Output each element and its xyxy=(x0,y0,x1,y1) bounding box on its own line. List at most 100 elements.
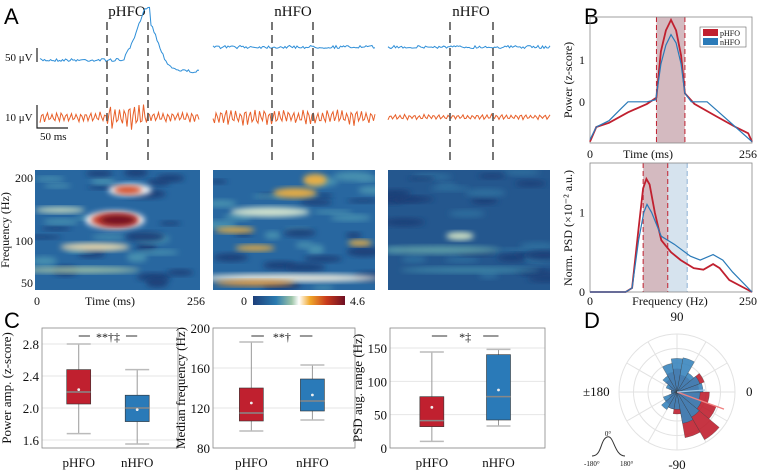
spectrogram-power-blob xyxy=(100,215,136,225)
spectrogram-power-blob xyxy=(235,245,275,251)
spectrogram-texture xyxy=(126,252,148,262)
spec-ytick: 100 xyxy=(15,234,33,248)
spectrogram-power-blob xyxy=(213,274,375,282)
rose-bin-nhfo xyxy=(676,391,700,418)
category-label: nHFO xyxy=(296,455,329,470)
spectrogram-texture xyxy=(85,170,113,177)
mean-marker xyxy=(135,408,139,411)
ytick-label: 2.4 xyxy=(23,369,40,384)
spectrogram-texture xyxy=(35,176,65,182)
spectrogram-texture xyxy=(213,253,249,262)
spectrogram-power-blob xyxy=(215,280,295,286)
box-pHFO xyxy=(419,396,445,427)
ytick-label: 80 xyxy=(197,441,210,456)
raw-trace xyxy=(387,44,551,50)
ytick-label: 100 xyxy=(368,374,388,389)
box-nHFO xyxy=(486,354,511,421)
spec-ylabel: Frequency (Hz) xyxy=(0,192,12,268)
colorbar-min: 0 xyxy=(241,294,247,308)
significance-label: *‡ xyxy=(459,330,471,344)
spectrogram-texture xyxy=(346,246,375,257)
y-axis-label: PSD aug. range (Hz) xyxy=(350,334,365,442)
panel-label-c: C xyxy=(4,308,20,333)
spectrogram-texture xyxy=(35,256,58,266)
rose-bin-nhfo xyxy=(662,375,678,393)
spec-ytick: 50 xyxy=(21,276,33,290)
ytick-label: 0 xyxy=(381,441,388,456)
ytick-label: 1 xyxy=(579,53,585,67)
spectrogram-texture xyxy=(478,173,506,179)
spectrogram-texture xyxy=(503,170,540,176)
spectrogram-texture xyxy=(515,180,547,187)
series-line-pHFO xyxy=(589,17,753,143)
column-title-1: pHFO xyxy=(108,4,146,20)
spectrogram-texture xyxy=(43,218,79,225)
scale-bars xyxy=(36,48,68,129)
spectrogram-texture xyxy=(519,242,550,251)
mean-marker xyxy=(430,405,434,409)
spectrogram-texture xyxy=(43,183,72,188)
scale-time-label: 50 ms xyxy=(40,131,67,143)
spec-xtick-0: 0 xyxy=(34,294,40,308)
category-label: pHFO xyxy=(235,455,268,470)
spectrogram xyxy=(388,170,550,290)
x-axis-label: Frequency (Hz) xyxy=(632,294,708,308)
spectrogram-texture xyxy=(312,285,335,290)
filtered-trace xyxy=(212,109,376,126)
spectrogram-texture xyxy=(166,269,194,276)
scale-top-label: 50 μV xyxy=(5,52,33,64)
ytick-label: 1 xyxy=(579,205,585,219)
spec-xlabel: Time (ms) xyxy=(85,294,135,308)
panel-label-d: D xyxy=(584,308,600,333)
spectrogram-texture xyxy=(527,275,550,283)
panel-label-b: B xyxy=(584,4,599,29)
spectrogram-texture xyxy=(346,198,375,203)
spectrogram-texture xyxy=(213,179,228,184)
spectrogram-power-blob xyxy=(303,174,327,186)
panel-c: 1.6 2.0 2.4 2.8 pHFO nHFO **†‡ Power amp. (z-sc… xyxy=(0,321,546,470)
rose-bin-nhfo xyxy=(671,389,678,393)
inset-label: 180° xyxy=(620,460,634,468)
category-label: pHFO xyxy=(416,455,449,470)
spectrogram-texture xyxy=(35,235,62,240)
y-axis-label: Power (z-score) xyxy=(561,42,575,118)
spec-xtick-256: 256 xyxy=(187,294,205,308)
x-axis-label: Time (ms) xyxy=(623,147,673,161)
significance-band xyxy=(656,17,685,143)
legend-swatch-nhfo xyxy=(703,38,718,45)
spectrogram-texture xyxy=(525,250,550,260)
spectrogram-texture xyxy=(408,176,436,181)
eeg-traces xyxy=(39,6,551,130)
spectrogram-power-blob xyxy=(348,240,372,246)
ytick-label: 200 xyxy=(191,321,211,336)
spectrogram-texture xyxy=(401,255,427,263)
spectrogram-power-blob xyxy=(215,227,255,233)
rose-bin-nhfo xyxy=(661,391,678,410)
spectrogram-texture xyxy=(159,221,182,226)
spectrogram-texture xyxy=(388,218,426,227)
spectrogram-texture xyxy=(283,228,317,237)
ytick-label: 2.0 xyxy=(23,401,39,416)
spectrogram-texture xyxy=(213,220,237,229)
spectrogram-texture xyxy=(478,271,499,279)
plot-frame xyxy=(212,327,356,449)
ytick-label: 50 xyxy=(374,408,387,423)
spectrogram-power-blob xyxy=(114,186,142,194)
y-axis-label: Median frequency (Hz) xyxy=(173,327,188,449)
angle-label-90: 90 xyxy=(671,309,684,324)
plot-frame xyxy=(589,16,753,144)
phase-inset-icon xyxy=(591,436,626,457)
spectrogram-texture xyxy=(464,188,506,198)
ytick-label: 120 xyxy=(191,401,211,416)
spectrogram-texture xyxy=(448,210,485,218)
spectrogram-texture xyxy=(223,214,252,221)
plot-frame xyxy=(389,327,546,449)
spectrogram-texture xyxy=(357,186,375,194)
spectrogram-texture xyxy=(90,178,116,185)
rose-bin-nhfo xyxy=(665,384,678,393)
spectrogram-texture xyxy=(388,189,412,198)
spectrogram-texture xyxy=(138,249,179,255)
spectrogram-power-blob xyxy=(446,232,474,240)
spectrogram-texture xyxy=(312,210,353,215)
